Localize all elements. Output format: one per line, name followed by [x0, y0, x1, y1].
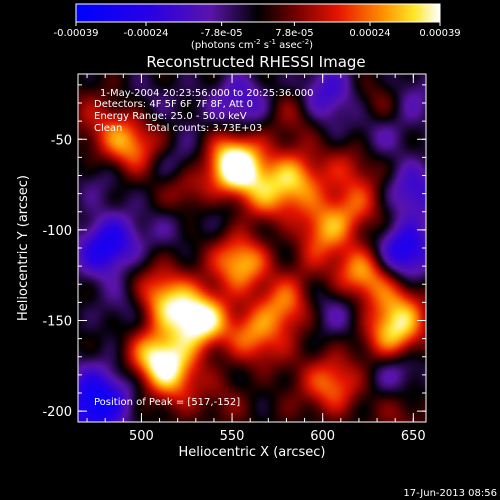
y-tick-label: -150: [42, 315, 72, 330]
annotation-total-counts: Total counts: 3.73E+03: [145, 123, 262, 134]
x-tick-label: 500: [129, 429, 154, 444]
x-tick-label: 550: [220, 429, 245, 444]
colorbar-tick-label: -7.8e-05: [201, 28, 243, 39]
peak-position-label: Position of Peak = [517,-152]: [94, 397, 240, 408]
x-tick-label: 600: [310, 429, 335, 444]
y-tick-label: -200: [42, 405, 72, 420]
colorbar-ticks: -0.00039 -0.00024 -7.8e-05 7.8e-05 0.00024 0.…: [54, 22, 461, 39]
x-axis-label: Heliocentric X (arcsec): [179, 445, 326, 460]
heatmap-image: [78, 74, 426, 422]
y-tick-label: -100: [42, 224, 72, 239]
y-tick-label: -50: [51, 133, 72, 148]
x-tick-label: 650: [401, 429, 426, 444]
colorbar-tick-label: 0.00024: [349, 28, 390, 39]
y-axis-label: Heliocentric Y (arcsec): [16, 175, 31, 321]
annotations: 1-May-2004 20:23:56.000 to 20:25:36.000 …: [94, 88, 313, 134]
colorbar-gradient: [76, 4, 440, 22]
axis-ticks: 500 550 600 650 -50 -100 -150 -200: [42, 74, 426, 444]
footer-timestamp: 17-Jun-2013 08:56: [403, 488, 497, 499]
colorbar-tick-label: 0.00039: [419, 28, 460, 39]
chart-title: Reconstructed RHESSI Image: [146, 53, 365, 71]
annotation-method: Clean: [94, 123, 122, 134]
annotation-time-range: 1-May-2004 20:23:56.000 to 20:25:36.000: [100, 88, 313, 99]
annotation-energy-range: Energy Range: 25.0 - 50.0 keV: [94, 111, 247, 122]
colorbar-tick-label: -0.00039: [54, 28, 99, 39]
colorbar-tick-label: 7.8e-05: [275, 28, 313, 39]
colorbar-frame: [75, 3, 441, 23]
colorbar: -0.00039 -0.00024 -7.8e-05 7.8e-05 0.00024 0.…: [54, 3, 461, 51]
annotation-detectors: Detectors: 4F 5F 6F 7F 8F, Att 0: [94, 99, 253, 110]
colorbar-unit: (photons cm-2 s-1 asec-2): [191, 38, 313, 51]
colorbar-tick-label: -0.00024: [124, 28, 169, 39]
